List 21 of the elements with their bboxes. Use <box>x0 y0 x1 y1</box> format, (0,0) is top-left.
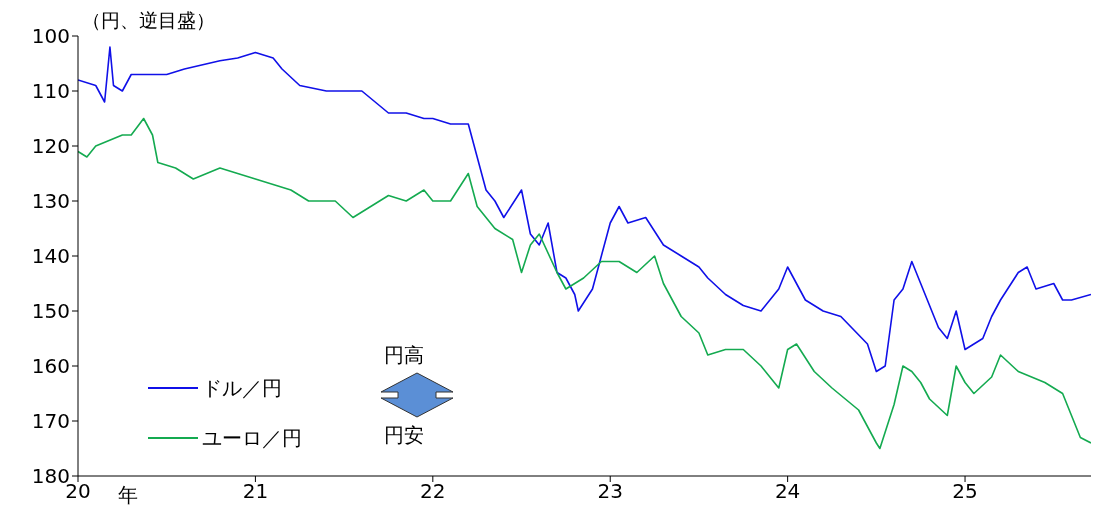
x-tick-label: 25 <box>952 479 978 504</box>
line-series <box>78 46 1091 373</box>
y-axis-title: （円、逆目盛） <box>82 8 215 33</box>
y-tick-label: 120 <box>31 134 70 159</box>
legend-label: ドル／円 <box>202 374 282 402</box>
x-tick-label: 24 <box>774 479 801 504</box>
line-series <box>78 117 1091 450</box>
y-tick-label: 140 <box>31 244 70 269</box>
x-tick-label: 22 <box>420 479 446 504</box>
y-tick-label: 100 <box>31 24 70 49</box>
x-axis-title: 年 <box>118 482 138 509</box>
annotation: 円高 <box>384 342 424 369</box>
y-tick-label: 110 <box>31 79 70 104</box>
y-tick-label: 130 <box>31 189 70 214</box>
x-tick-label: 23 <box>597 479 623 504</box>
y-tick-label: 150 <box>31 299 70 324</box>
annotation: 円安 <box>384 422 424 449</box>
y-tick-label: 170 <box>31 409 70 434</box>
legend-label: ユーロ／円 <box>202 424 302 452</box>
x-tick-label: 21 <box>242 479 269 504</box>
y-tick-label: 160 <box>31 354 70 379</box>
